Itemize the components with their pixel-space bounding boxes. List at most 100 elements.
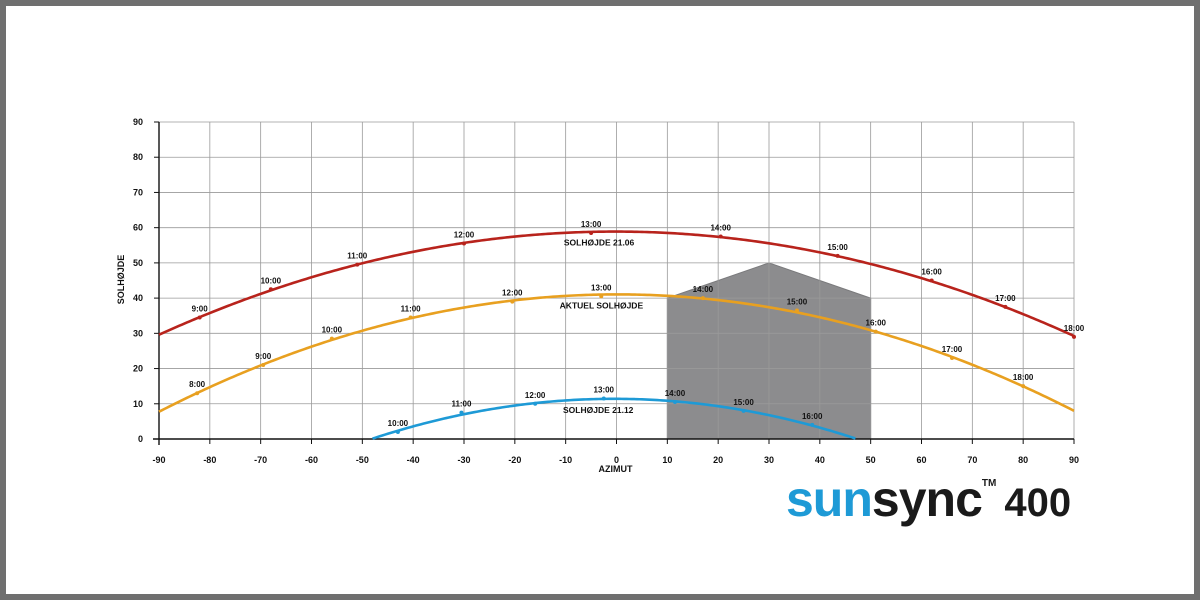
point-time-label: 14:00 (693, 285, 714, 294)
x-tick-label: 0 (614, 455, 619, 465)
data-point (1072, 334, 1076, 339)
y-axis-label: SOLHØJDE (116, 255, 126, 305)
point-time-label: 10:00 (388, 419, 409, 428)
x-tick-label: 50 (866, 455, 876, 465)
x-tick-label: -60 (305, 455, 318, 465)
point-time-label: 13:00 (594, 385, 615, 394)
x-tick-label: 40 (815, 455, 825, 465)
point-time-label: 12:00 (502, 289, 523, 298)
x-tick-label: -10 (559, 455, 572, 465)
point-time-label: 10:00 (322, 326, 343, 335)
point-time-label: 12:00 (454, 231, 475, 240)
series-name-label: SOLHØJDE 21.06 (564, 238, 635, 248)
point-time-label: 15:00 (827, 243, 848, 252)
x-tick-label: -20 (508, 455, 521, 465)
series-name-label: AKTUEL SOLHØJDE (560, 300, 644, 310)
point-time-label: 12:00 (525, 391, 546, 400)
data-point (261, 363, 266, 368)
y-tick-label: 50 (133, 258, 143, 268)
y-tick-label: 20 (133, 364, 143, 374)
x-tick-label: 90 (1069, 455, 1079, 465)
point-time-label: 15:00 (733, 398, 754, 407)
data-point (741, 408, 746, 413)
data-point (355, 262, 360, 267)
logo-sun: sun (786, 471, 873, 527)
sunsync-logo: sunsyncTM 400 (786, 470, 1096, 530)
data-point (268, 287, 273, 292)
point-time-label: 9:00 (192, 304, 209, 313)
logo-sync: sync (871, 471, 983, 527)
y-tick-label: 0 (138, 434, 143, 444)
point-time-label: 13:00 (581, 220, 602, 229)
x-tick-label: -70 (254, 455, 267, 465)
point-time-label: 14:00 (665, 389, 686, 398)
logo-model: 400 (1004, 481, 1072, 525)
x-tick-label: -30 (457, 455, 470, 465)
y-tick-label: 80 (133, 152, 143, 162)
x-tick-label: 70 (967, 455, 977, 465)
point-time-label: 15:00 (787, 297, 808, 306)
data-point (1003, 304, 1008, 309)
x-tick-label: -80 (203, 455, 216, 465)
y-tick-label: 60 (133, 223, 143, 233)
x-tick-label: 20 (713, 455, 723, 465)
point-time-label: 18:00 (1064, 324, 1085, 333)
data-point (195, 391, 200, 396)
data-point (700, 296, 705, 301)
series-line (372, 397, 856, 440)
series-line (158, 230, 1075, 338)
data-point (533, 401, 538, 406)
data-point (408, 315, 413, 320)
data-point (950, 355, 954, 360)
point-time-label: 16:00 (921, 268, 942, 277)
data-point (329, 336, 334, 341)
series-line (158, 293, 1075, 413)
data-point (510, 299, 515, 304)
x-tick-label: 80 (1018, 455, 1028, 465)
data-point (873, 329, 878, 334)
x-tick-label: 60 (916, 455, 926, 465)
data-point (601, 396, 606, 401)
data-point (459, 410, 464, 415)
point-time-label: 18:00 (1013, 373, 1034, 382)
data-point (599, 294, 604, 299)
data-point (794, 308, 799, 313)
data-point (835, 253, 840, 258)
logo-tm: TM (981, 478, 997, 489)
x-tick-label: 10 (662, 455, 672, 465)
data-point (810, 422, 815, 427)
y-tick-label: 40 (133, 293, 143, 303)
data-point (672, 400, 677, 405)
data-point (462, 241, 466, 246)
y-tick-label: 30 (133, 328, 143, 338)
y-tick-label: 90 (133, 117, 143, 127)
point-time-label: 17:00 (942, 345, 963, 354)
data-point (589, 230, 594, 235)
point-time-label: 13:00 (591, 283, 612, 292)
point-time-label: 9:00 (255, 352, 272, 361)
data-point (395, 429, 400, 434)
data-point (718, 234, 723, 239)
point-time-label: 16:00 (802, 412, 823, 421)
point-time-label: 14:00 (710, 223, 731, 232)
x-axis-label: AZIMUT (599, 464, 633, 474)
x-tick-label: -50 (356, 455, 369, 465)
data-point (1021, 384, 1026, 389)
point-time-label: 11:00 (401, 304, 422, 313)
x-tick-label: -90 (152, 455, 165, 465)
x-tick-label: -40 (407, 455, 420, 465)
data-point (929, 278, 934, 283)
y-tick-label: 70 (133, 187, 143, 197)
point-time-label: 11:00 (451, 400, 472, 409)
x-tick-label: 30 (764, 455, 774, 465)
series-name-label: SOLHØJDE 21.12 (563, 405, 634, 415)
point-time-label: 8:00 (189, 380, 206, 389)
point-time-label: 10:00 (261, 276, 282, 285)
point-time-label: 16:00 (866, 319, 887, 328)
point-time-label: 11:00 (347, 252, 368, 261)
data-point (197, 315, 202, 320)
point-time-label: 17:00 (995, 294, 1016, 303)
y-tick-label: 10 (133, 399, 143, 409)
